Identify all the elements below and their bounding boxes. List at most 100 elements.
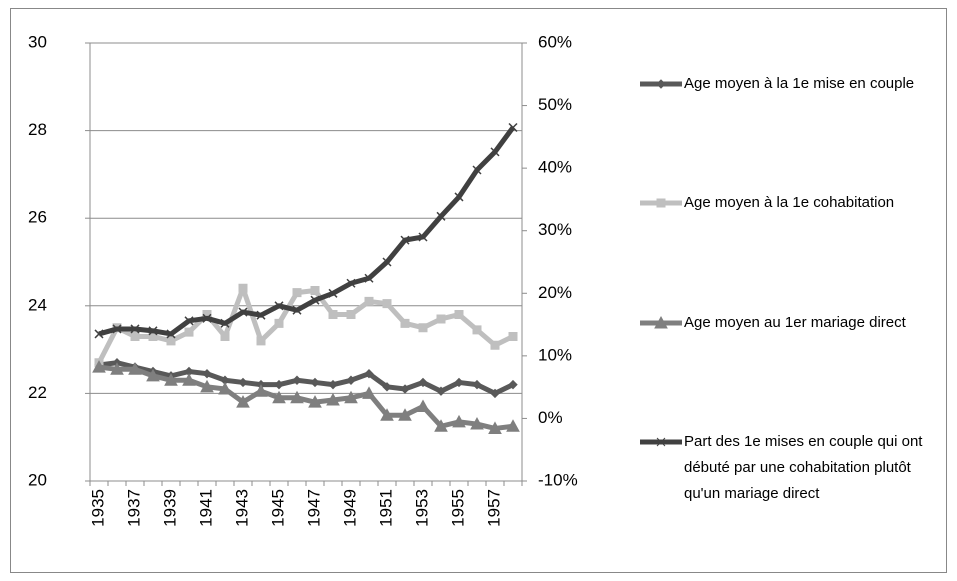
- point-marker: [506, 419, 520, 432]
- x-tick-label: 1937: [124, 489, 143, 527]
- legend-marker: [656, 198, 666, 208]
- y2-tick-label: -10%: [538, 470, 578, 489]
- point-marker: [238, 307, 248, 317]
- x-tick-label: 1947: [304, 489, 323, 527]
- legend-label: Age moyen à la 1e cohabitation: [684, 194, 895, 211]
- point-marker: [434, 419, 448, 432]
- legend-label: Age moyen au 1er mariage direct: [684, 314, 906, 331]
- point-marker: [346, 375, 356, 385]
- point-marker: [130, 331, 140, 341]
- point-marker: [272, 390, 286, 404]
- x-tick-label: 1949: [340, 489, 359, 527]
- y-tick-label: 22: [28, 383, 47, 402]
- point-marker: [362, 386, 376, 399]
- point-marker: [292, 288, 302, 298]
- point-marker: [364, 296, 374, 306]
- point-marker: [508, 122, 518, 133]
- point-marker: [290, 390, 304, 404]
- point-marker: [490, 388, 500, 399]
- point-marker: [382, 299, 392, 309]
- legend-marker: [654, 315, 668, 329]
- point-marker: [400, 384, 410, 394]
- point-marker: [146, 368, 160, 382]
- y2-tick-label: 0%: [538, 408, 563, 427]
- point-marker: [454, 192, 464, 202]
- y2-tick-label: 50%: [538, 95, 572, 114]
- legend-label: Part des 1e mises en couple qui ont débu…: [684, 433, 923, 502]
- y2-tick-label: 10%: [538, 345, 572, 364]
- point-marker: [238, 283, 248, 293]
- y2-tick-label: 30%: [538, 220, 572, 239]
- point-marker: [310, 285, 320, 295]
- point-marker: [220, 318, 230, 328]
- x-tick-label: 1943: [232, 489, 251, 527]
- point-marker: [398, 408, 412, 421]
- point-marker: [380, 408, 394, 421]
- y2-tick-label: 20%: [538, 283, 572, 302]
- point-marker: [182, 373, 196, 386]
- point-marker: [436, 386, 446, 396]
- x-tick-label: 1953: [412, 489, 431, 527]
- point-marker: [202, 313, 212, 323]
- point-marker: [364, 273, 374, 283]
- point-marker: [472, 165, 482, 175]
- point-marker: [292, 375, 302, 385]
- x-tick-label: 1941: [196, 489, 215, 527]
- point-marker: [310, 377, 320, 388]
- y-tick-label: 28: [28, 120, 47, 139]
- point-marker: [488, 421, 502, 434]
- point-marker: [166, 329, 176, 339]
- point-marker: [472, 325, 482, 335]
- series-line: [98, 125, 516, 337]
- point-marker: [184, 316, 194, 326]
- series-line: [96, 285, 515, 364]
- point-marker: [326, 392, 340, 406]
- point-marker: [418, 323, 428, 333]
- point-marker: [436, 314, 446, 324]
- point-marker: [382, 382, 392, 392]
- point-marker: [508, 331, 518, 341]
- point-marker: [452, 414, 466, 428]
- x-tick-label: 1951: [376, 489, 395, 527]
- point-marker: [508, 379, 518, 390]
- point-marker: [220, 331, 230, 341]
- x-tick-label: 1945: [268, 489, 287, 527]
- point-marker: [274, 301, 284, 311]
- point-marker: [164, 373, 178, 386]
- series-line: [98, 364, 514, 431]
- y2-tick-label: 60%: [538, 32, 572, 51]
- point-marker: [238, 377, 248, 388]
- point-marker: [344, 390, 358, 404]
- y2-tick-label: 40%: [538, 158, 572, 177]
- legend-marker: [656, 79, 666, 89]
- point-marker: [110, 362, 124, 375]
- point-marker: [490, 147, 500, 157]
- point-marker: [274, 379, 284, 390]
- point-marker: [184, 327, 194, 337]
- point-marker: [308, 395, 322, 408]
- point-marker: [112, 324, 122, 334]
- point-marker: [256, 336, 266, 346]
- point-marker: [346, 310, 356, 320]
- point-marker: [454, 377, 464, 388]
- point-marker: [382, 257, 392, 267]
- y-tick-label: 20: [28, 470, 47, 489]
- y-tick-label: 26: [28, 208, 47, 227]
- legend-label: Age moyen à la 1e mise en couple: [684, 75, 915, 92]
- point-marker: [274, 318, 284, 328]
- point-marker: [416, 399, 430, 413]
- point-marker: [490, 340, 500, 350]
- point-marker: [454, 310, 464, 320]
- point-marker: [436, 211, 446, 221]
- y-tick-label: 30: [28, 32, 47, 51]
- point-marker: [328, 310, 338, 320]
- point-marker: [256, 310, 266, 320]
- point-marker: [200, 379, 214, 393]
- point-marker: [130, 324, 140, 334]
- point-marker: [166, 336, 176, 346]
- x-tick-label: 1957: [484, 489, 503, 527]
- point-marker: [202, 368, 212, 379]
- point-marker: [236, 395, 250, 408]
